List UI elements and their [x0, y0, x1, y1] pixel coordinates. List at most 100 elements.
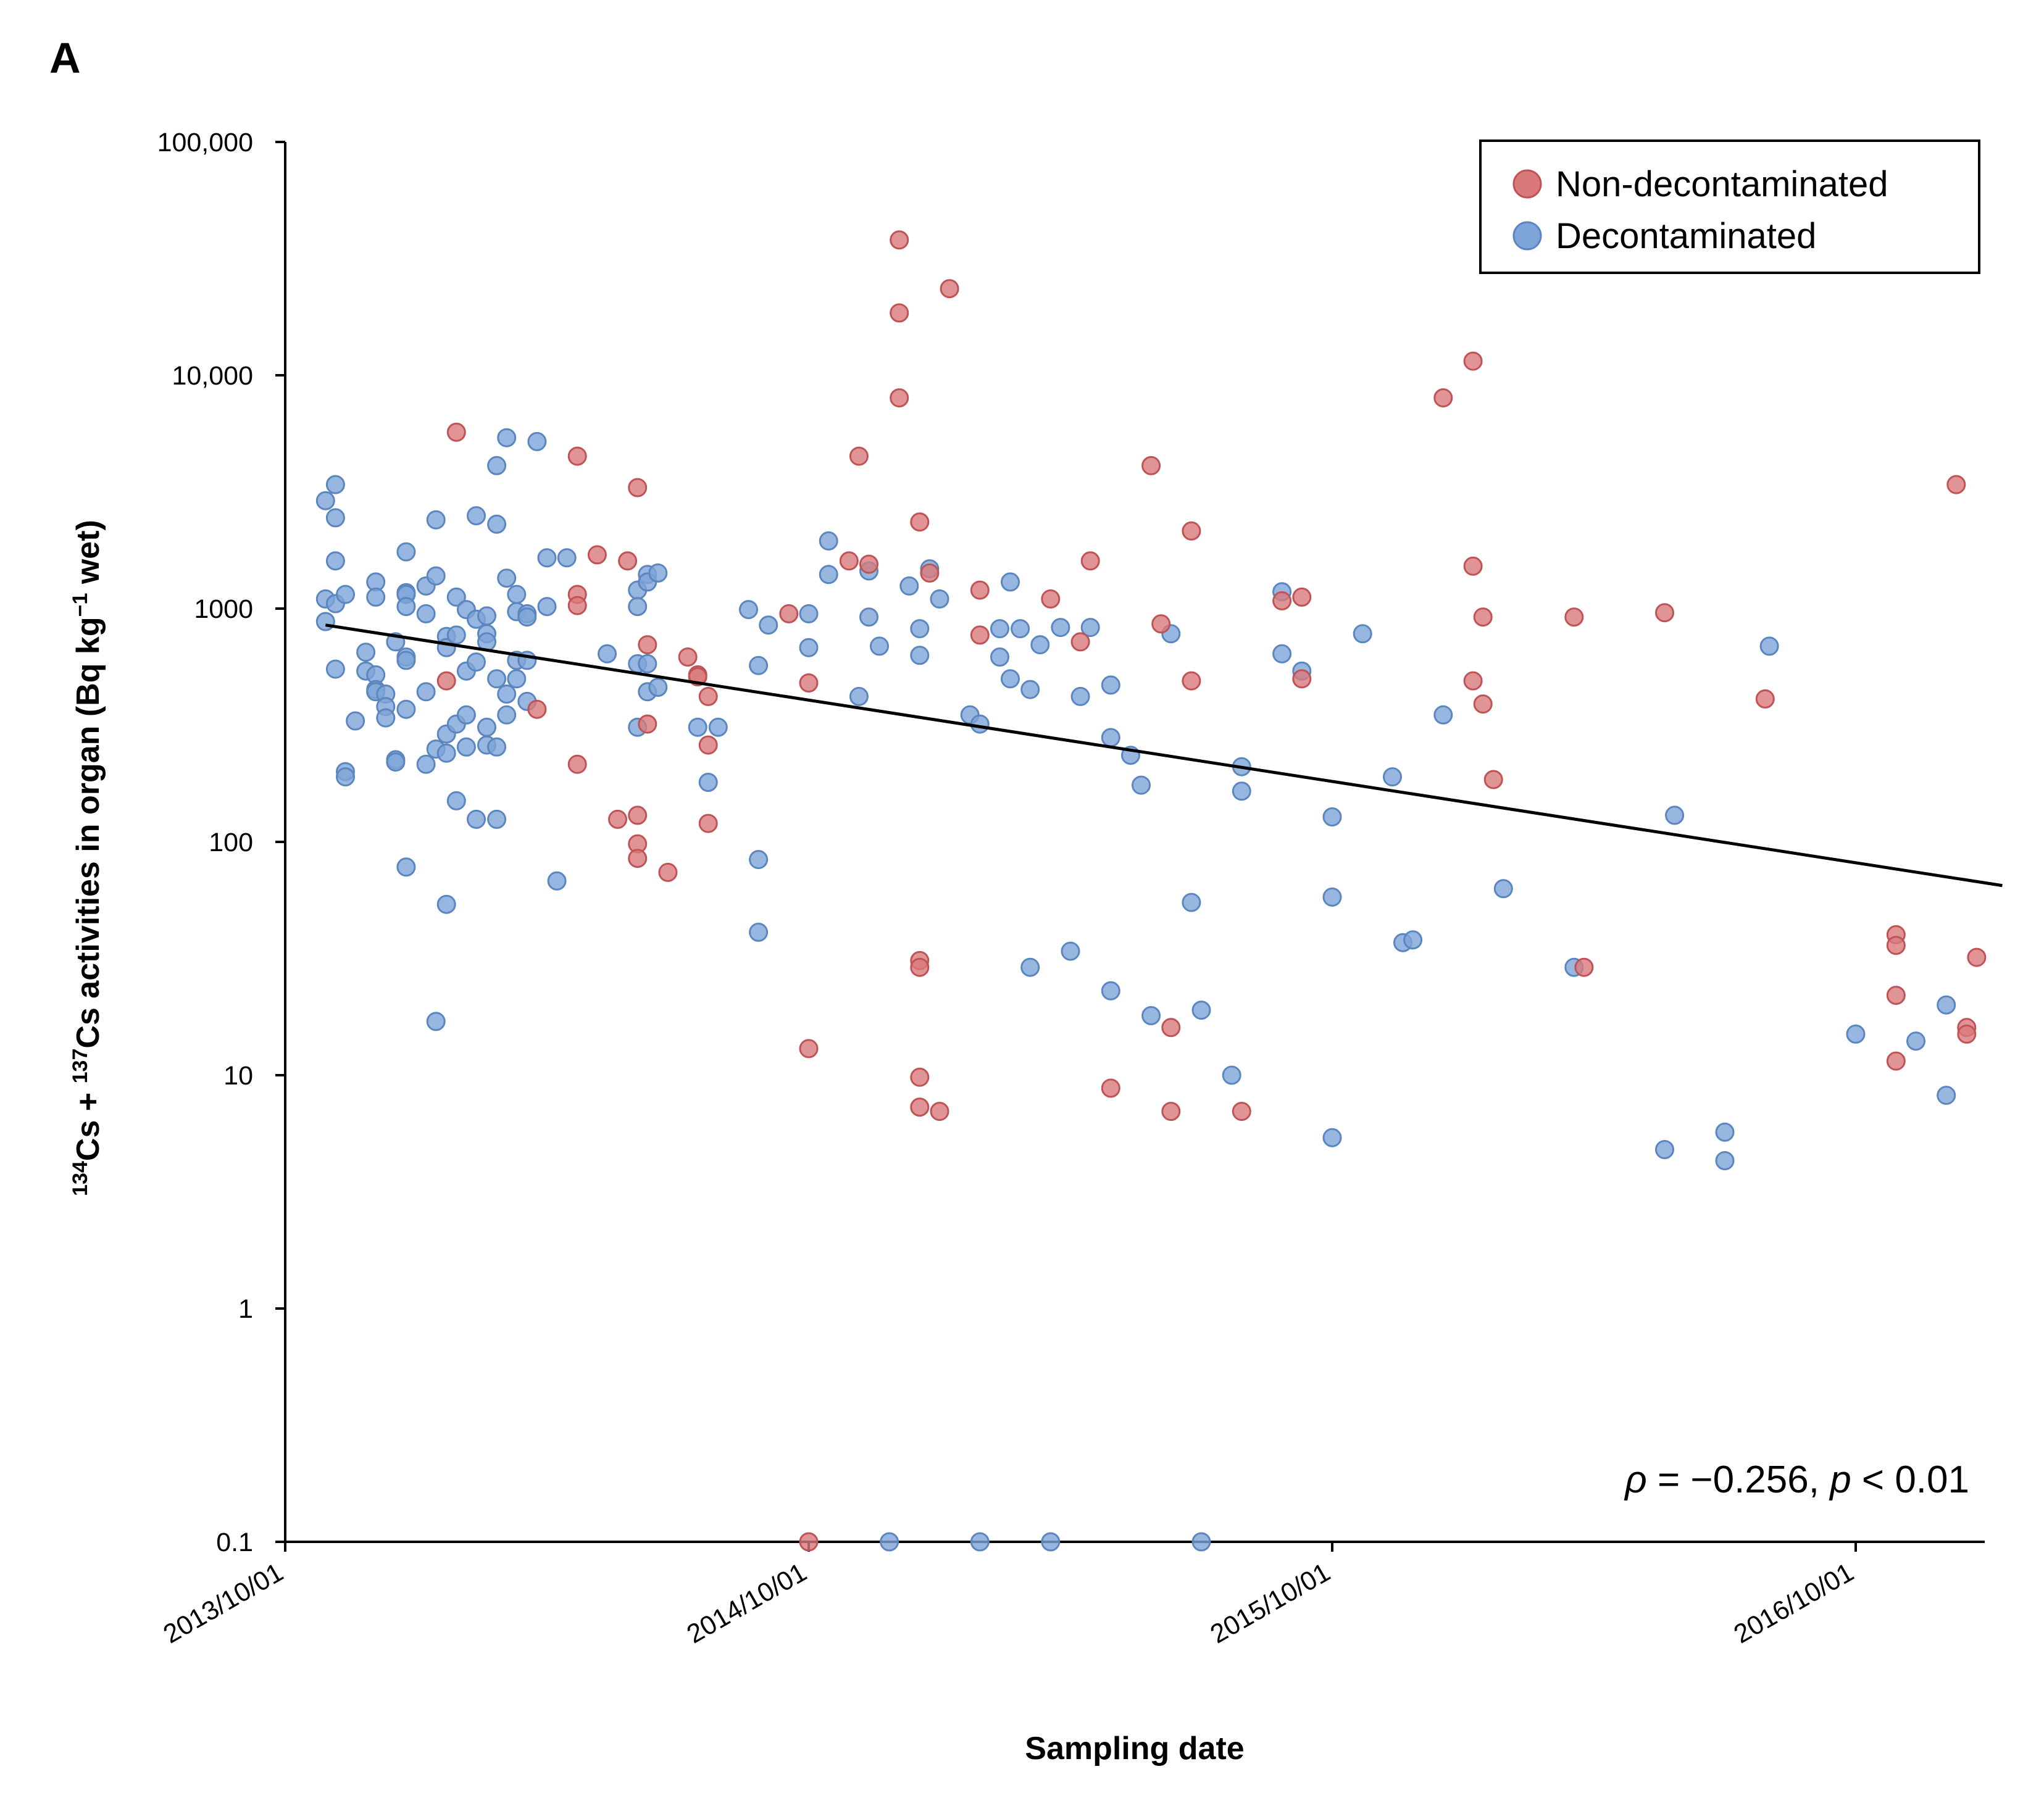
decontaminated-point	[749, 655, 769, 675]
decontaminated-point	[970, 714, 990, 734]
decontaminated-point	[396, 857, 416, 877]
non-decontaminated-point	[527, 699, 547, 719]
decontaminated-point	[517, 607, 537, 627]
non-decontaminated-point	[890, 388, 909, 408]
decontaminated-point	[1001, 669, 1020, 689]
decontaminated-point	[386, 752, 406, 772]
decontaminated-point	[366, 587, 386, 607]
decontaminated-point	[759, 615, 778, 635]
y-tick-label: 1000	[194, 594, 253, 624]
non-decontaminated-point	[1161, 1018, 1181, 1038]
decontaminated-point	[1182, 893, 1201, 912]
y-axis-title-part-2: Cs activities in organ (Bq kg	[70, 617, 106, 1048]
decontaminated-point	[1041, 1532, 1061, 1552]
decontaminated-point	[416, 682, 436, 702]
non-decontaminated-point	[608, 809, 627, 829]
non-decontaminated-point	[658, 862, 678, 882]
decontaminated-point	[1101, 728, 1120, 747]
non-decontaminated-point	[1463, 351, 1483, 371]
p-value-text: < 0.01	[1851, 1459, 1969, 1501]
y-tick-label: 0.1	[216, 1528, 253, 1557]
y-tick-label: 100,000	[157, 128, 253, 157]
decontaminated-point	[849, 686, 869, 706]
decontaminated-point	[416, 604, 436, 623]
decontaminated-point	[426, 1012, 446, 1031]
non-decontaminated-point	[839, 551, 859, 571]
decontaminated-point	[1665, 805, 1685, 825]
decontaminated-point	[1191, 1532, 1211, 1552]
non-decontaminated-point	[436, 671, 456, 691]
decontaminated-point	[487, 737, 507, 757]
non-decontaminated-point	[1886, 936, 1906, 955]
non-decontaminated-point	[910, 1097, 930, 1117]
non-decontaminated-point	[859, 554, 878, 574]
decontaminated-point	[1272, 644, 1292, 664]
non-decontaminated-point	[1574, 957, 1594, 977]
decontaminated-point	[880, 1532, 899, 1552]
decontaminated-point	[870, 636, 889, 656]
decontaminated-point	[1937, 995, 1956, 1015]
non-decontaminated-point	[890, 230, 909, 250]
decontaminated-point	[1101, 675, 1120, 695]
non-decontaminated-point	[628, 805, 648, 825]
decontaminated-point	[396, 651, 416, 670]
decontaminated-point	[910, 646, 930, 665]
y-axis-title-sup-unit: −1	[69, 593, 92, 617]
decontaminated-point	[899, 576, 919, 596]
non-decontaminated-point	[910, 1067, 930, 1087]
non-decontaminated-point	[799, 673, 819, 693]
decontaminated-point	[1493, 879, 1513, 899]
decontaminated-point	[1011, 619, 1030, 639]
non-decontaminated-point	[567, 446, 587, 466]
decontaminated-point	[708, 717, 728, 737]
decontaminated-point	[1937, 1086, 1956, 1105]
non-decontaminated-point	[1483, 770, 1503, 789]
decontaminated-point	[598, 644, 617, 664]
y-tick-label: 10,000	[172, 361, 253, 391]
decontaminated-point	[507, 669, 527, 689]
non-decontaminated-point	[970, 580, 990, 600]
decontaminated-point	[648, 563, 668, 583]
decontaminated-point	[325, 659, 345, 679]
trendline-group	[325, 623, 2003, 888]
decontaminated-point	[819, 531, 838, 551]
non-decontaminated-point	[1433, 388, 1453, 408]
decontaminated-point	[1322, 887, 1342, 907]
decontaminated-point	[477, 717, 496, 737]
y-tick-label: 1	[238, 1294, 253, 1324]
non-decontaminated-point	[1161, 1102, 1181, 1121]
non-decontaminated-point	[1070, 632, 1090, 652]
decontaminated-point	[1846, 1024, 1866, 1044]
decontaminated-point	[698, 773, 718, 792]
non-decontaminated-point	[698, 735, 718, 755]
y-axis-title-sup-137: 137	[69, 1049, 92, 1084]
non-decontaminated-point	[940, 279, 959, 299]
non-decontaminated-point	[1463, 556, 1483, 576]
decontaminated-point	[416, 754, 436, 774]
x-axis-title: Sampling date	[1025, 1731, 1244, 1766]
x-axis-ticks: 2013/10/01 2014/10/01 2015/10/01 2016/10/01	[159, 1542, 1859, 1649]
non-decontaminated-point	[1101, 1078, 1120, 1098]
decontaminated-point	[1080, 618, 1100, 638]
decontaminated-point	[1403, 930, 1423, 950]
non-decontaminated-point	[638, 635, 657, 655]
decontaminated-point	[1030, 635, 1050, 655]
decontaminated-point	[1353, 624, 1372, 644]
decontaminated-point	[487, 514, 507, 534]
decontaminated-point	[749, 850, 769, 870]
legend-label-non-decontaminated: Non-decontaminated	[1556, 164, 1888, 204]
decontaminated-point	[819, 565, 838, 585]
non-decontaminated-point	[1151, 614, 1171, 634]
decontaminated-point	[1383, 767, 1402, 787]
decontaminated-point	[990, 647, 1009, 667]
x-tick-label: 2016/10/01	[1729, 1557, 1859, 1649]
y-axis-title: 134Cs + 137Cs activities in organ (Bq kg…	[69, 520, 106, 1196]
decontaminated-point	[1655, 1140, 1674, 1159]
x-tick-label: 2015/10/01	[1206, 1557, 1335, 1649]
decontaminated-point	[537, 548, 557, 568]
non-decontaminated-point	[1886, 1051, 1906, 1071]
decontaminated-point	[990, 619, 1009, 639]
non-decontaminated-point	[1655, 603, 1674, 623]
panel-label: A	[49, 34, 81, 82]
